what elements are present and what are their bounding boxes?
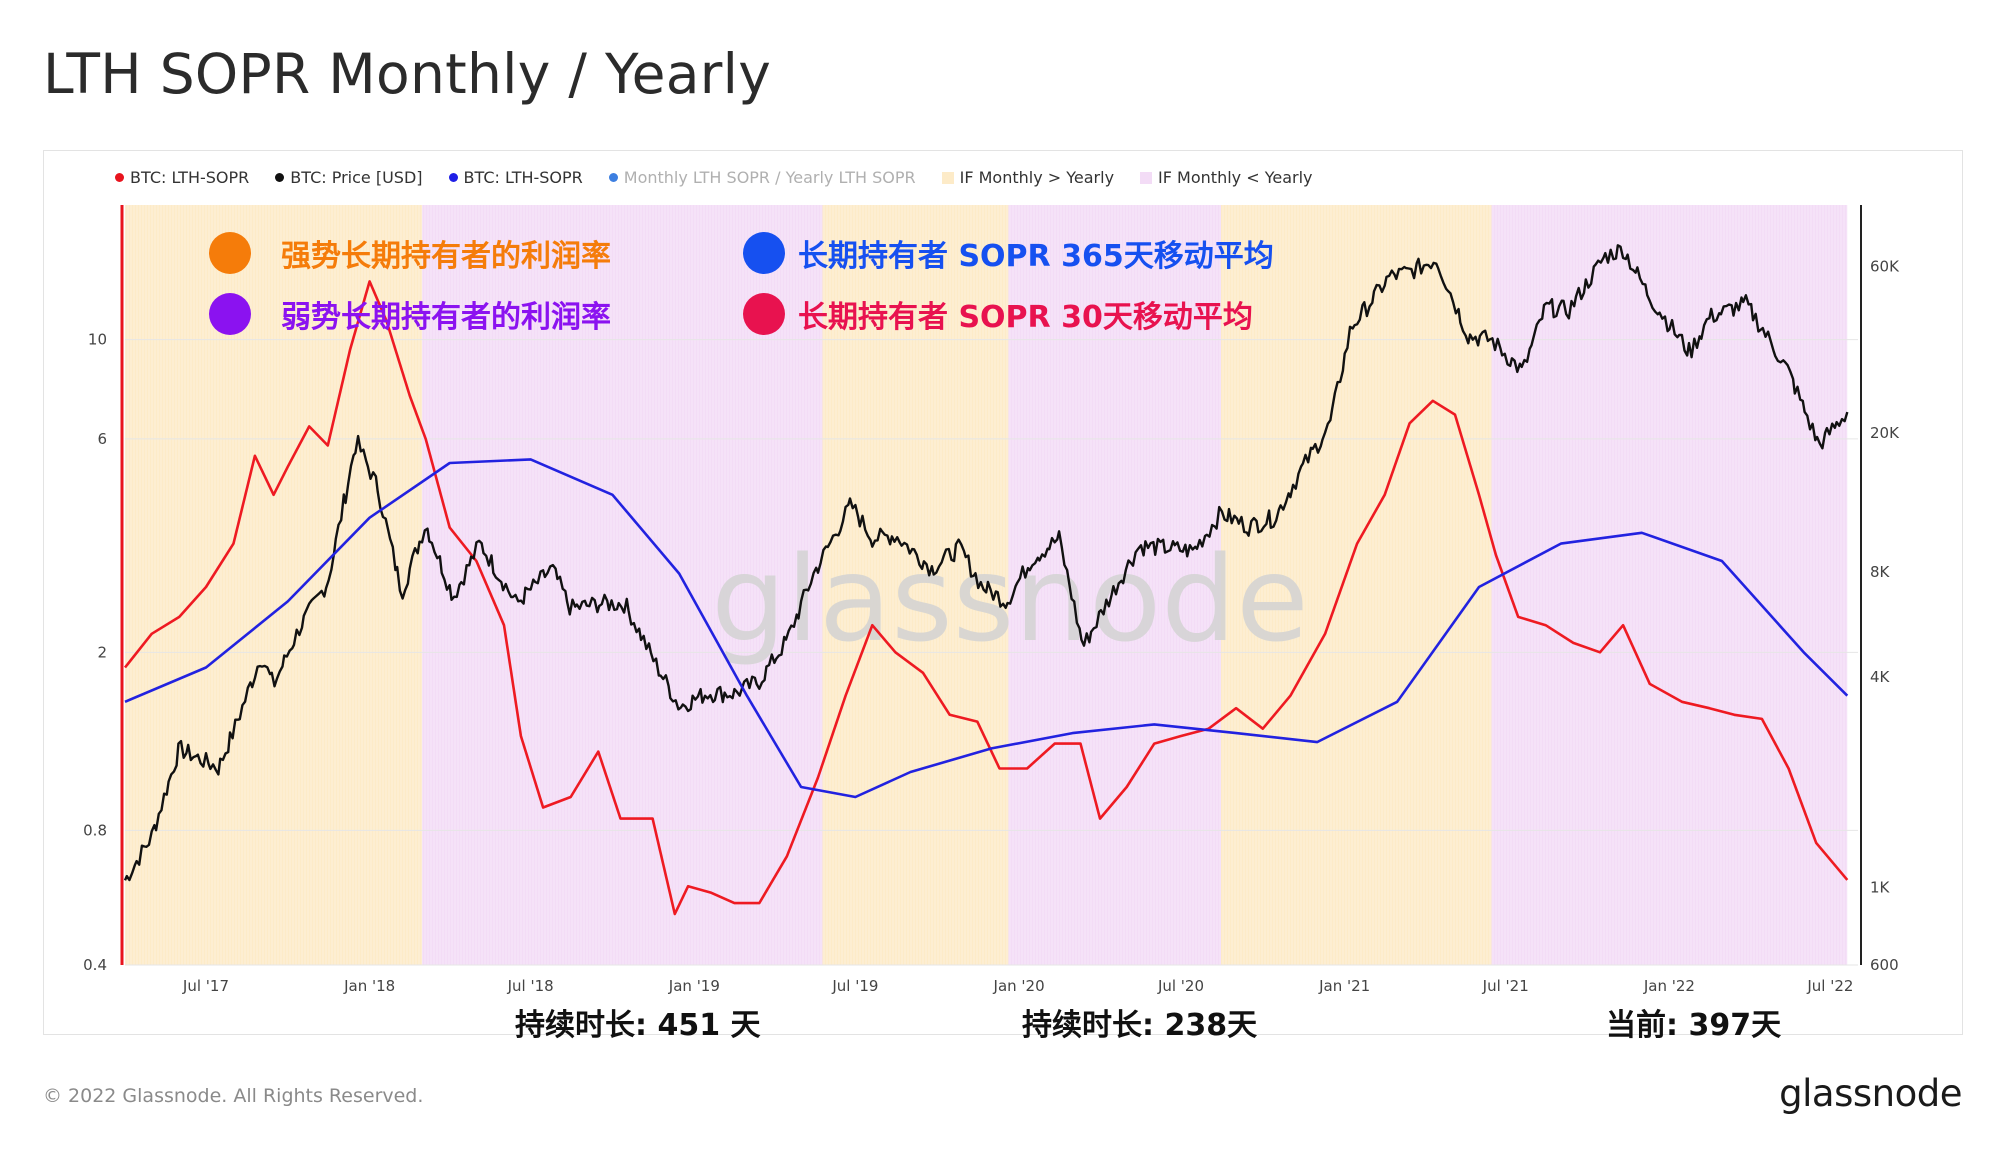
- left-tick-label: 0.8: [83, 821, 107, 839]
- x-tick-label: Jan '20: [993, 977, 1045, 995]
- right-tick-label: 600: [1870, 956, 1899, 974]
- x-tick-label: Jul '19: [831, 977, 878, 995]
- annotation-ma365-text: 长期持有者 SOPR 365天移动平均: [798, 239, 1274, 274]
- ma30-marker-icon: [743, 293, 785, 335]
- left-tick-label: 6: [97, 430, 107, 448]
- series-line-1: [123, 244, 1849, 882]
- left-tick-label: 10: [88, 331, 107, 349]
- watermark: glassnode: [711, 530, 1308, 668]
- regime-band-5: [1491, 205, 1848, 965]
- annotation-strong-text: 强势长期持有者的利润率: [281, 239, 611, 274]
- left-tick-label: 2: [97, 643, 107, 661]
- right-tick-label: 4K: [1870, 668, 1891, 686]
- x-tick-label: Jan '21: [1318, 977, 1370, 995]
- annotation-ma365: 长期持有者 SOPR 365天移动平均: [743, 231, 1274, 275]
- legend-item-2[interactable]: BTC: LTH-SOPR: [448, 168, 583, 187]
- regime-band-3: [1008, 205, 1222, 965]
- legend-item-0[interactable]: BTC: LTH-SOPR: [115, 168, 249, 187]
- legend-item-4[interactable]: IF Monthly > Yearly: [941, 168, 1115, 187]
- annotation-ma30: 长期持有者 SOPR 30天移动平均: [743, 292, 1253, 336]
- legend-marker-icon: [941, 171, 954, 184]
- legend-marker-icon: [115, 173, 124, 182]
- chart-frame: [43, 150, 1963, 1035]
- legend-label: IF Monthly < Yearly: [1158, 168, 1313, 187]
- left-tick-label: 0.4: [83, 956, 107, 974]
- annotation-weak-text: 弱势长期持有者的利润率: [281, 300, 611, 335]
- x-tick-label: Jan '22: [1643, 977, 1695, 995]
- regime-band-4: [1221, 205, 1492, 965]
- series-line-2: [124, 458, 1849, 799]
- annotation-ma30-text: 长期持有者 SOPR 30天移动平均: [798, 300, 1253, 335]
- duration-label-3: 当前: 397天: [1606, 1008, 1782, 1043]
- legend-label: IF Monthly > Yearly: [959, 168, 1115, 187]
- right-tick-label: 60K: [1870, 257, 1900, 275]
- right-tick-label: 8K: [1870, 563, 1891, 581]
- duration-label-2: 持续时长: 238天: [1022, 1008, 1258, 1043]
- regime-bands: [124, 205, 1848, 965]
- chart-legend: BTC: LTH-SOPR BTC: Price [USD] BTC: LTH-SO…: [115, 168, 1312, 187]
- axes: 0.4 0.8 2 6 10 600 1K 4K 8K 20K 60K Jul '17 Jan '18 J…: [83, 205, 1900, 995]
- x-tick-label: Jan '19: [668, 977, 720, 995]
- right-tick-label: 1K: [1870, 879, 1891, 897]
- legend-item-3[interactable]: Monthly LTH SOPR / Yearly LTH SOPR: [608, 168, 916, 187]
- regime-band-0: [125, 205, 423, 965]
- x-tick-label: Jul '21: [1482, 977, 1529, 995]
- legend-marker-icon: [1140, 171, 1153, 184]
- x-tick-label: Jul '17: [182, 977, 229, 995]
- legend-label: BTC: LTH-SOPR: [130, 168, 250, 187]
- legend-marker-icon: [275, 173, 285, 182]
- x-tick-label: Jul '20: [1157, 977, 1204, 995]
- right-tick-label: 20K: [1870, 424, 1900, 442]
- legend-item-1[interactable]: BTC: Price [USD]: [275, 168, 423, 187]
- gridlines: [125, 339, 1858, 966]
- series-line-0: [123, 280, 1849, 916]
- ma365-marker-icon: [743, 232, 785, 274]
- footer-logo: glassnode: [1779, 1072, 1962, 1115]
- legend-label: Monthly LTH SOPR / Yearly LTH SOPR: [623, 168, 916, 187]
- legend-label: BTC: Price [USD]: [290, 168, 423, 187]
- legend-item-5[interactable]: IF Monthly < Yearly: [1140, 168, 1312, 187]
- annotation-strong: 强势长期持有者的利润率: [209, 231, 611, 275]
- strong-marker-icon: [209, 232, 251, 274]
- annotation-weak: 弱势长期持有者的利润率: [209, 292, 611, 336]
- x-tick-label: Jan '18: [343, 977, 395, 995]
- weak-marker-icon: [209, 293, 251, 335]
- x-tick-label: Jul '22: [1806, 977, 1853, 995]
- page-title: LTH SOPR Monthly / Yearly: [43, 42, 772, 106]
- legend-marker-icon: [448, 173, 458, 182]
- legend-label: BTC: LTH-SOPR: [463, 168, 583, 187]
- legend-marker-icon: [608, 173, 618, 182]
- duration-label-1: 持续时长: 451 天: [515, 1008, 761, 1043]
- x-tick-label: Jul '18: [507, 977, 554, 995]
- footer-copyright: © 2022 Glassnode. All Rights Reserved.: [43, 1085, 424, 1107]
- series-lines: [123, 244, 1849, 916]
